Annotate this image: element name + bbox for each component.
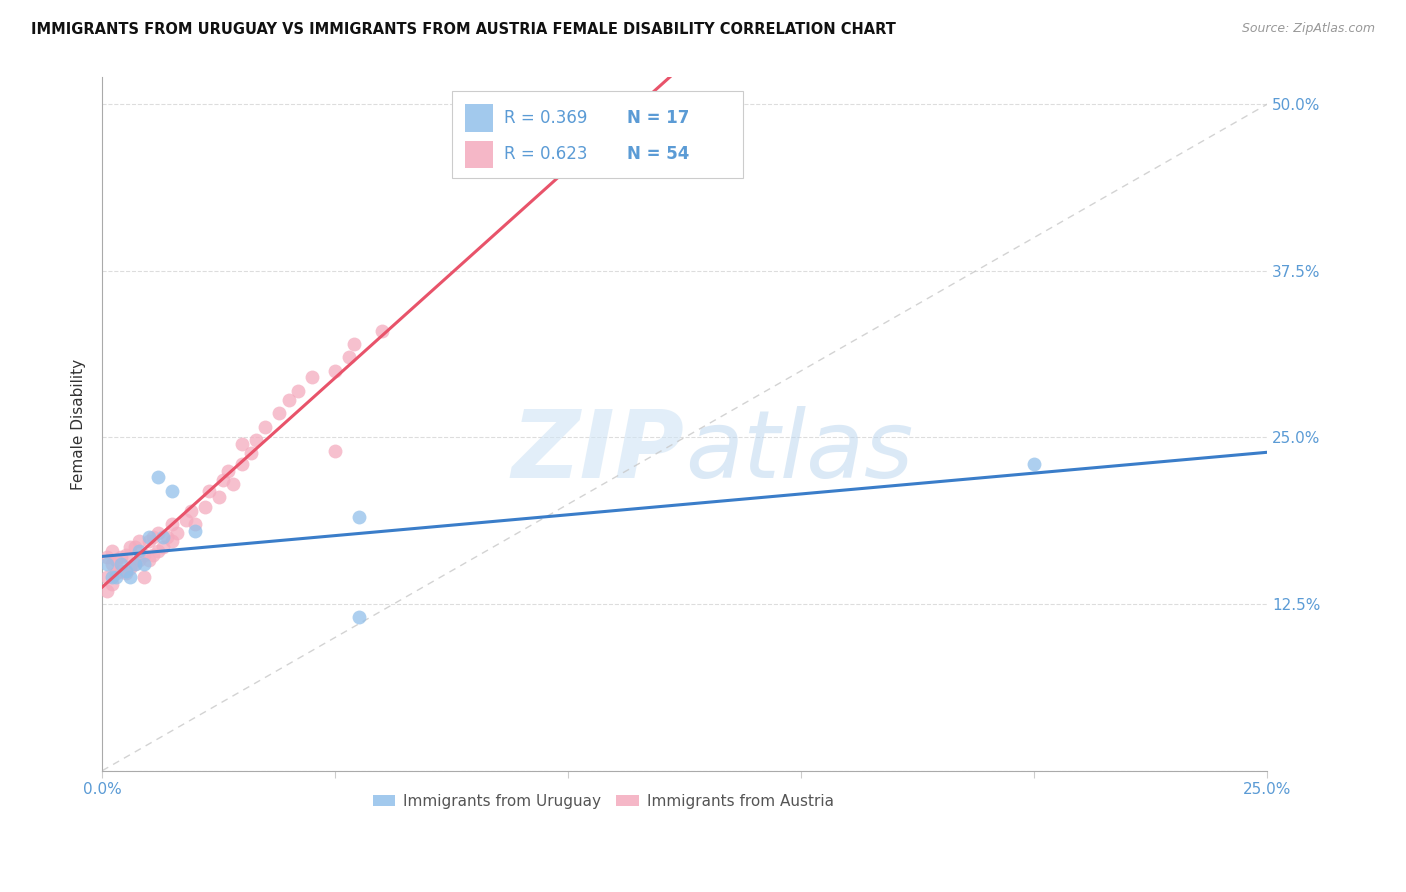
Point [231, 437, 253, 451]
Point [347, 610, 370, 624]
Text: ZIP: ZIP [512, 406, 685, 498]
Point [212, 473, 235, 487]
Point [301, 370, 323, 384]
Text: N = 17: N = 17 [627, 109, 689, 127]
Point [180, 504, 202, 518]
Point [124, 557, 146, 571]
Point [240, 446, 263, 460]
Point [254, 419, 277, 434]
Point [160, 483, 183, 498]
Point [208, 491, 231, 505]
Point [128, 534, 150, 549]
Point [152, 530, 174, 544]
Point [174, 513, 197, 527]
Point [371, 324, 394, 338]
Text: atlas: atlas [685, 406, 912, 498]
Point [231, 457, 253, 471]
Text: R = 0.369: R = 0.369 [505, 109, 588, 127]
Point [160, 517, 183, 532]
Point [120, 540, 142, 554]
Point [222, 477, 245, 491]
Point [100, 543, 122, 558]
Point [114, 548, 136, 562]
Text: Source: ZipAtlas.com: Source: ZipAtlas.com [1241, 22, 1375, 36]
Text: R = 0.623: R = 0.623 [505, 145, 588, 163]
Point [277, 393, 299, 408]
Point [96, 550, 118, 565]
Point [138, 534, 160, 549]
Legend: Immigrants from Uruguay, Immigrants from Austria: Immigrants from Uruguay, Immigrants from… [367, 788, 839, 815]
Point [96, 583, 118, 598]
Point [343, 337, 366, 351]
Point [134, 548, 156, 562]
Point [347, 510, 370, 524]
Point [96, 557, 118, 571]
Point [138, 530, 160, 544]
Point [142, 548, 165, 562]
Point [152, 540, 174, 554]
Point [124, 557, 146, 571]
Point [120, 570, 142, 584]
Point [1024, 457, 1046, 471]
Point [194, 500, 217, 514]
Text: IMMIGRANTS FROM URUGUAY VS IMMIGRANTS FROM AUSTRIA FEMALE DISABILITY CORRELATION: IMMIGRANTS FROM URUGUAY VS IMMIGRANTS FR… [31, 22, 896, 37]
Point [160, 534, 183, 549]
Point [114, 564, 136, 578]
Point [134, 570, 156, 584]
Point [110, 564, 132, 578]
Point [323, 364, 346, 378]
Point [105, 553, 128, 567]
Point [146, 526, 169, 541]
Point [146, 470, 169, 484]
Point [128, 543, 150, 558]
Point [110, 557, 132, 571]
Point [100, 570, 122, 584]
FancyBboxPatch shape [464, 141, 492, 169]
Point [110, 550, 132, 565]
Point [323, 443, 346, 458]
Point [156, 530, 179, 544]
Point [269, 406, 291, 420]
FancyBboxPatch shape [451, 91, 742, 178]
Point [166, 526, 188, 541]
Text: N = 54: N = 54 [627, 145, 689, 163]
Point [128, 553, 150, 567]
Point [146, 543, 169, 558]
Point [114, 566, 136, 581]
Point [142, 530, 165, 544]
Point [245, 433, 267, 447]
Point [198, 483, 221, 498]
Point [134, 557, 156, 571]
Point [100, 577, 122, 591]
Point [120, 561, 142, 575]
Point [138, 553, 160, 567]
FancyBboxPatch shape [464, 103, 492, 131]
Point [287, 384, 309, 398]
Point [100, 557, 122, 571]
Point [217, 464, 239, 478]
Point [184, 524, 207, 538]
Point [124, 540, 146, 554]
Y-axis label: Female Disability: Female Disability [72, 359, 86, 490]
Point [184, 517, 207, 532]
Point [105, 566, 128, 581]
Point [96, 570, 118, 584]
Point [105, 570, 128, 584]
Point [337, 351, 360, 365]
